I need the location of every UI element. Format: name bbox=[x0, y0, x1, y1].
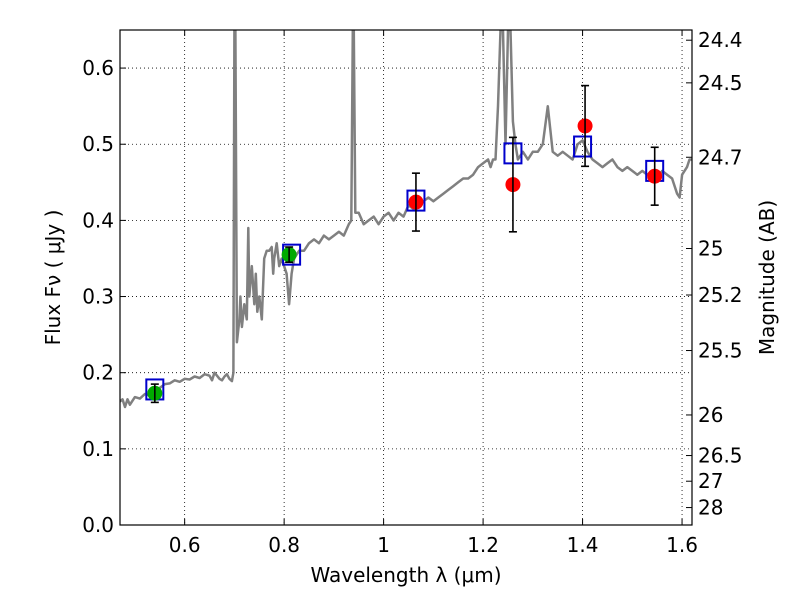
y2-tick-label: 26 bbox=[698, 403, 723, 427]
spectrum-line bbox=[120, 30, 692, 409]
y2-tick-label: 24.4 bbox=[698, 28, 743, 52]
y2-tick-label: 25 bbox=[698, 236, 723, 260]
y-tick-label: 0.3 bbox=[82, 285, 114, 309]
y-tick-label: 0.5 bbox=[82, 132, 114, 156]
axis-ticks: 0.6 0.8 1 1.2 1.4 1.6 0.0 0.1 0.2 0.3 0.4 0.5 0.6 24.… bbox=[82, 28, 742, 557]
x-tick-label: 1.4 bbox=[567, 533, 599, 557]
plot-frame bbox=[119, 29, 693, 526]
y2-tick-label: 27 bbox=[698, 469, 723, 493]
y-tick-label: 0.1 bbox=[82, 437, 114, 461]
x-tick-label: 0.6 bbox=[169, 533, 201, 557]
y-axis-label: Flux Fν ( μJy ) bbox=[41, 210, 65, 346]
x-tick-label: 1 bbox=[377, 533, 390, 557]
y-tick-label: 0.2 bbox=[82, 361, 114, 385]
y2-tick-label: 26.5 bbox=[698, 444, 743, 468]
y2-tick-label: 25.5 bbox=[698, 339, 743, 363]
y2-tick-label: 25.2 bbox=[698, 283, 743, 307]
y2-tick-label: 24.7 bbox=[698, 145, 743, 169]
y2-axis-label: Magnitude (AB) bbox=[755, 200, 779, 355]
x-tick-label: 0.8 bbox=[268, 533, 300, 557]
y2-tick-label: 28 bbox=[698, 496, 723, 520]
spectrum-layer bbox=[120, 30, 692, 409]
x-tick-label: 1.6 bbox=[666, 533, 698, 557]
photometry-square bbox=[573, 135, 593, 158]
y2-tick-label: 24.5 bbox=[698, 71, 743, 95]
marker-layer bbox=[145, 84, 665, 404]
x-tick-label: 1.2 bbox=[467, 533, 499, 557]
y-tick-label: 0.6 bbox=[82, 56, 114, 80]
y-tick-label: 0.0 bbox=[82, 513, 114, 537]
x-axis-label: Wavelength λ (μm) bbox=[310, 563, 501, 587]
y-tick-label: 0.4 bbox=[82, 208, 114, 232]
